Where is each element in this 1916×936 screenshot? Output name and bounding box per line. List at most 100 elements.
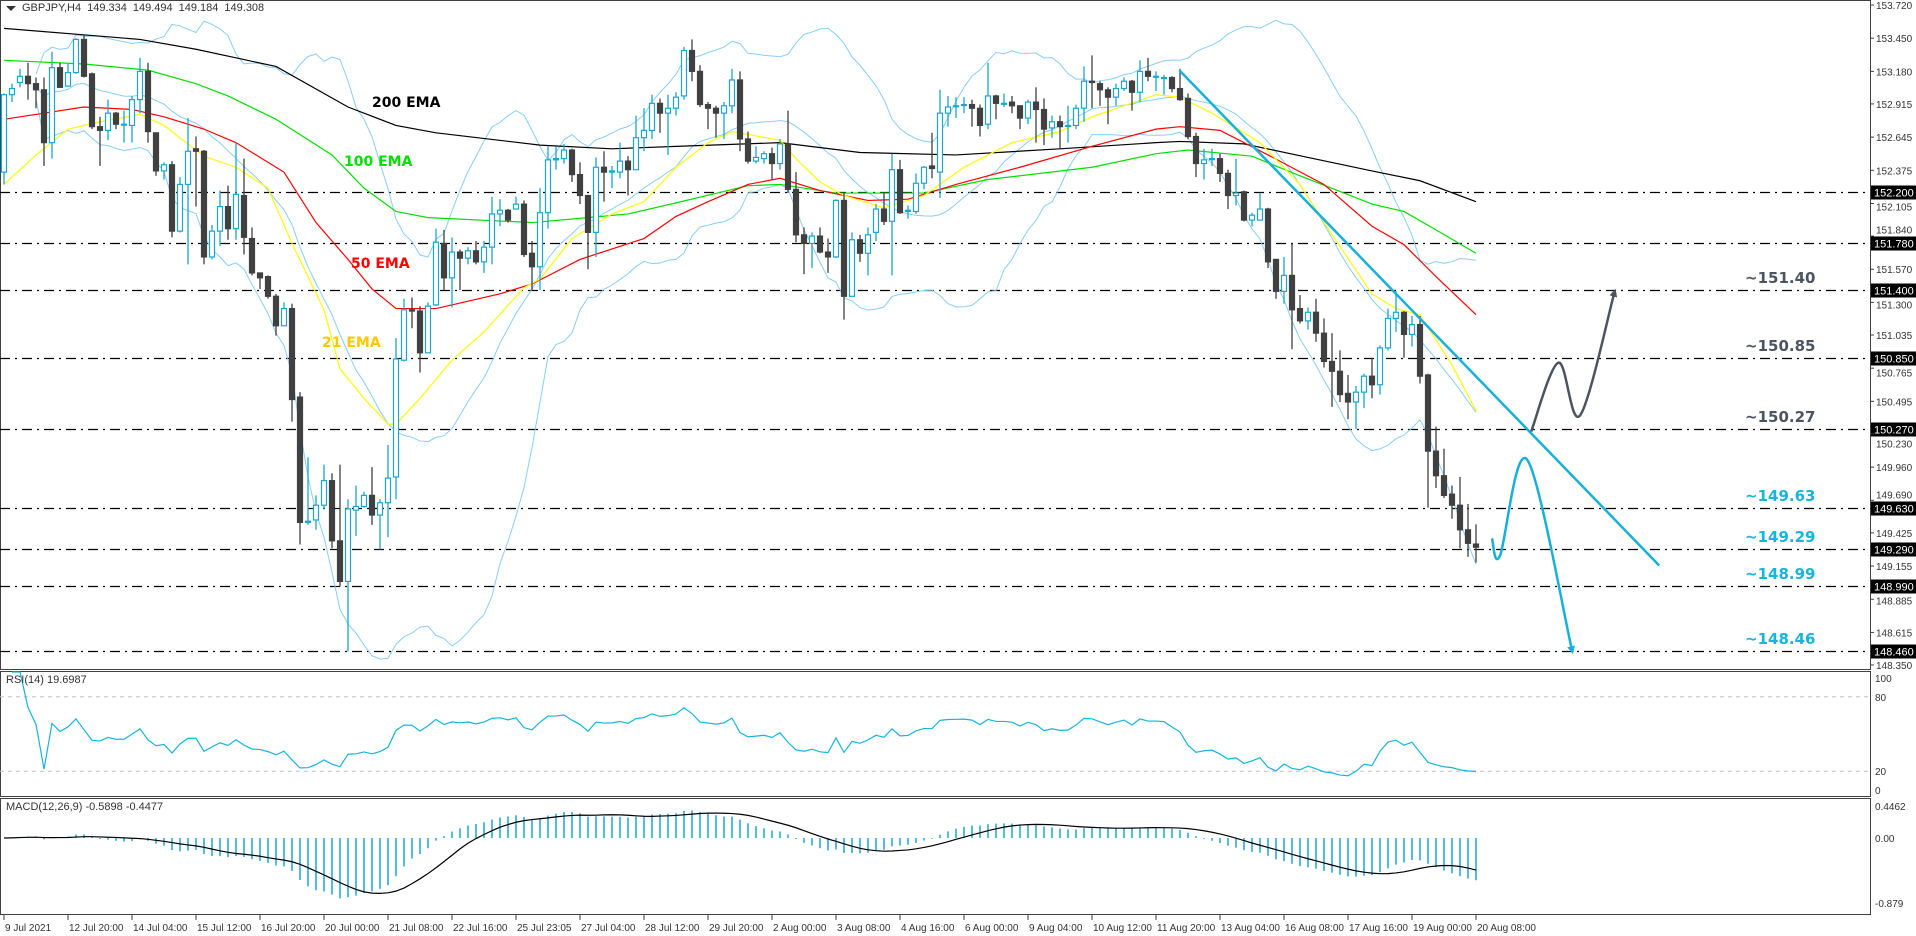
dropdown-triangle-icon[interactable] (6, 5, 16, 11)
bullish-candle (888, 169, 896, 222)
bullish-candle (120, 123, 128, 126)
bullish-candle (352, 505, 360, 511)
level-price-label: 150.850 (1874, 354, 1914, 366)
ema-50-label: 50 EMA (351, 256, 410, 272)
macd-tick-label: 0.00 (1875, 834, 1895, 845)
bearish-candle (1224, 172, 1232, 197)
descending-trendline[interactable] (1178, 69, 1661, 567)
bullish-candle (1064, 124, 1072, 128)
price-tick-label: 152.375 (1876, 166, 1913, 177)
chart-header: GBPJPY,H4 149.334 149.494 149.184 149.30… (6, 2, 264, 14)
bearish-candle (1440, 475, 1448, 496)
bearish-candle (336, 540, 344, 583)
level-price-tag (1871, 351, 1916, 366)
bearish-candle (200, 150, 208, 258)
bearish-candle (1320, 332, 1328, 363)
bullish-candle (360, 494, 368, 508)
time-tick-label: 17 Aug 16:00 (1349, 923, 1408, 934)
bearish-candle (1216, 158, 1224, 174)
time-tick-label: 16 Aug 08:00 (1285, 923, 1344, 934)
level-price-label: 149.290 (1874, 545, 1914, 557)
bearish-candle (1416, 323, 1424, 377)
bearish-candle (824, 251, 832, 258)
level-annotation: ~148.46 (1745, 629, 1816, 648)
bearish-candle (1472, 543, 1480, 548)
bearish-candle (1056, 121, 1064, 128)
ema-200-label: 200 EMA (372, 95, 441, 111)
bearish-candle (528, 252, 536, 268)
level-annotation: ~149.29 (1745, 527, 1816, 546)
bearish-candle (840, 199, 848, 297)
bullish-candle (160, 164, 168, 172)
bearish-candle (240, 194, 248, 238)
price-tick-label: 151.840 (1876, 226, 1913, 237)
bearish-candle (1328, 360, 1336, 372)
macd-tick-label: 0.4462 (1875, 802, 1906, 813)
bullish-candle (128, 99, 136, 127)
bearish-candle (928, 165, 936, 170)
bearish-candle (968, 103, 976, 109)
bullish-candle (280, 307, 288, 327)
bullish-candle (672, 96, 680, 109)
price-tick-label: 148.615 (1876, 628, 1913, 639)
bearish-candle (1176, 87, 1184, 101)
rsi-tick-label: 80 (1875, 693, 1887, 704)
bullish-candle (1408, 323, 1416, 335)
time-tick-label: 25 Jul 23:05 (517, 923, 572, 934)
bullish-candle (728, 79, 736, 107)
bullish-candle (960, 103, 968, 107)
bearish-candle (1096, 83, 1104, 91)
time-axis: 0.4462 0.00 -0.879 9 Jul 2021 12 Jul 20:00 14… (3, 802, 1906, 934)
bearish-candle (1032, 101, 1040, 111)
bullish-candle (680, 49, 688, 97)
bearish-candle (992, 95, 1000, 104)
bullish-candle (864, 234, 872, 254)
price-tick-label: 152.915 (1876, 100, 1913, 111)
bullish-candle (184, 150, 192, 186)
bullish-candle (1304, 311, 1312, 322)
low-price: 149.184 (178, 2, 219, 14)
bearish-candle (1016, 105, 1024, 119)
bearish-candle (1104, 89, 1112, 98)
level-price-tag (1871, 422, 1916, 437)
time-tick-label: 11 Aug 20:00 (1157, 923, 1216, 934)
time-tick-label: 12 Jul 20:00 (69, 923, 124, 934)
bullish-projection-arrow[interactable] (1530, 288, 1618, 432)
bearish-candle (88, 73, 96, 128)
bearish-candle (1168, 76, 1176, 90)
bearish-candle (96, 126, 104, 131)
rsi-title: RSI(14) 19.6987 (6, 674, 87, 686)
bullish-candle (216, 205, 224, 232)
bullish-candle (1152, 75, 1160, 78)
bearish-projection-arrow[interactable] (1490, 456, 1575, 655)
bearish-candle (600, 166, 608, 173)
bullish-candle (1392, 311, 1400, 320)
bearish-candle (32, 83, 40, 91)
bullish-candle (1248, 214, 1256, 221)
drawings[interactable] (1178, 69, 1661, 655)
bearish-candle (440, 242, 448, 279)
bearish-candle (1464, 529, 1472, 544)
candlesticks (0, 35, 1480, 652)
bearish-candle (504, 209, 512, 221)
bullish-candle (848, 239, 856, 297)
bullish-candle (424, 305, 432, 354)
bearish-candle (696, 70, 704, 106)
bearish-candle (1128, 80, 1136, 93)
time-tick-label: 10 Aug 12:00 (1093, 923, 1152, 934)
level-annotation: ~151.40 (1745, 268, 1816, 287)
price-tick-label: 153.720 (1876, 1, 1913, 12)
bullish-candle (1024, 101, 1032, 119)
price-tick-label: 149.960 (1876, 463, 1913, 474)
bearish-candle (624, 160, 632, 171)
main-pane-border (0, 0, 1871, 670)
level-price-tag (1871, 185, 1916, 200)
price-axis: 152.200 151.780 151.400 150.850 150.270 149.6… (1870, 1, 1916, 672)
bullish-candle (8, 87, 16, 96)
bearish-candle (568, 149, 576, 176)
ema-line-50 (3, 106, 1477, 316)
bullish-candle (304, 520, 312, 524)
bullish-candle (208, 230, 216, 258)
bullish-candle (392, 358, 400, 478)
